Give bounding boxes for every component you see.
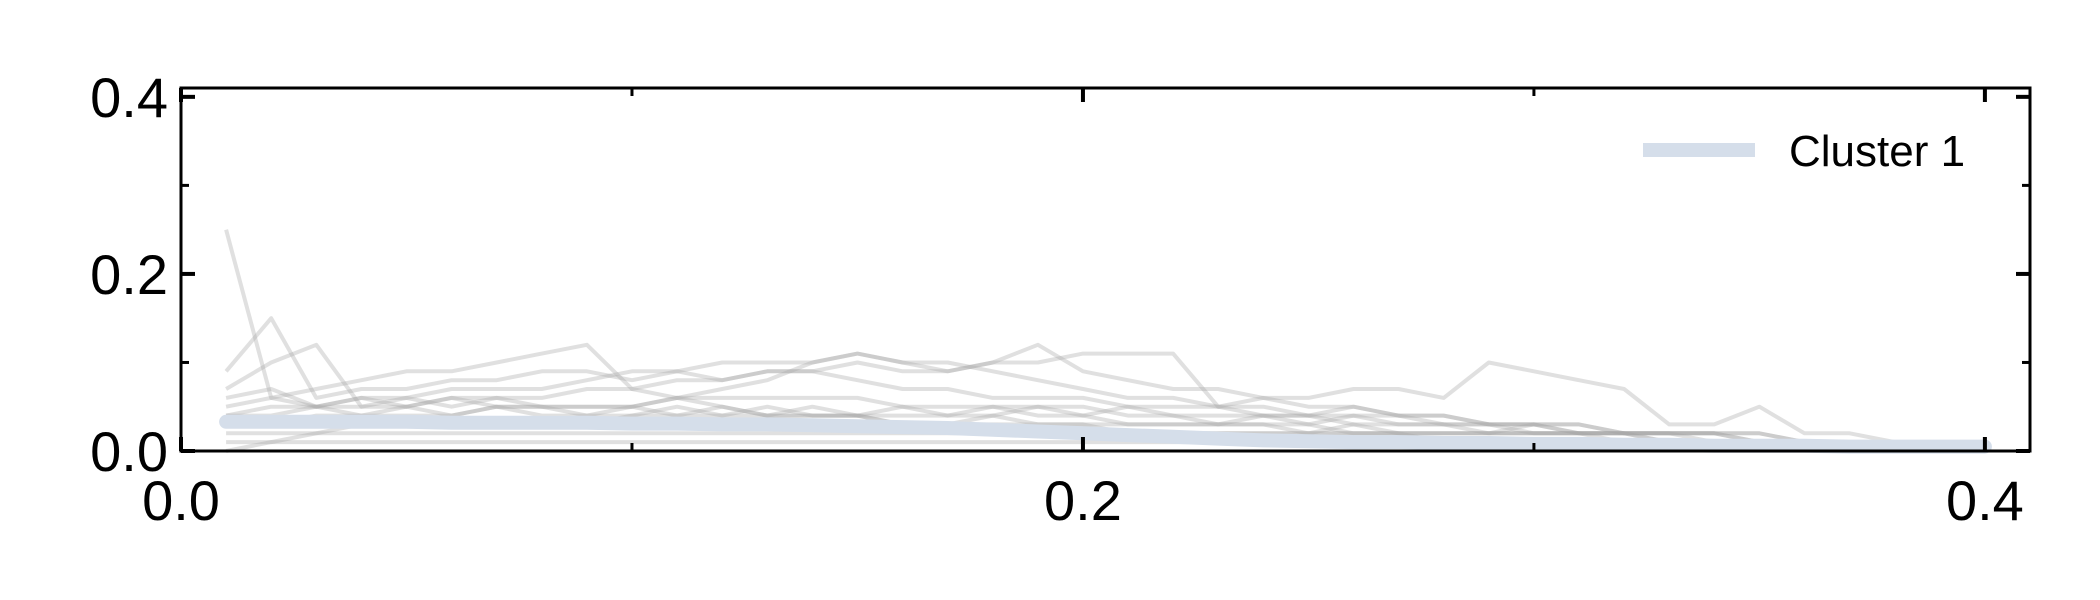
cluster-lines-group xyxy=(219,414,1992,454)
background-line-4 xyxy=(225,342,1986,453)
background-line-5 xyxy=(226,369,1986,453)
legend-label-cluster-1: Cluster 1 xyxy=(1789,127,1965,176)
y-tick-label-1: 0.2 xyxy=(90,243,168,306)
background-line-2 xyxy=(224,316,1986,453)
background-line-11 xyxy=(225,395,1985,453)
legend: Cluster 1 xyxy=(1643,127,1965,176)
background-line-3 xyxy=(225,342,1986,453)
y-tick-label-2: 0.4 xyxy=(90,66,168,129)
x-tick-label-1: 0.2 xyxy=(1044,469,1122,532)
x-tick-label-0: 0.0 xyxy=(142,469,220,532)
background-line-6 xyxy=(226,395,1986,453)
y-tick-label-0: 0.0 xyxy=(90,420,168,483)
plot-frame xyxy=(179,86,2032,453)
tick-labels-group: 0.0 0.2 0.4 0.0 0.2 0.4 xyxy=(90,66,2024,532)
x-tick-label-2: 0.4 xyxy=(1946,469,2024,532)
series-line-cluster-1 xyxy=(219,414,1992,454)
